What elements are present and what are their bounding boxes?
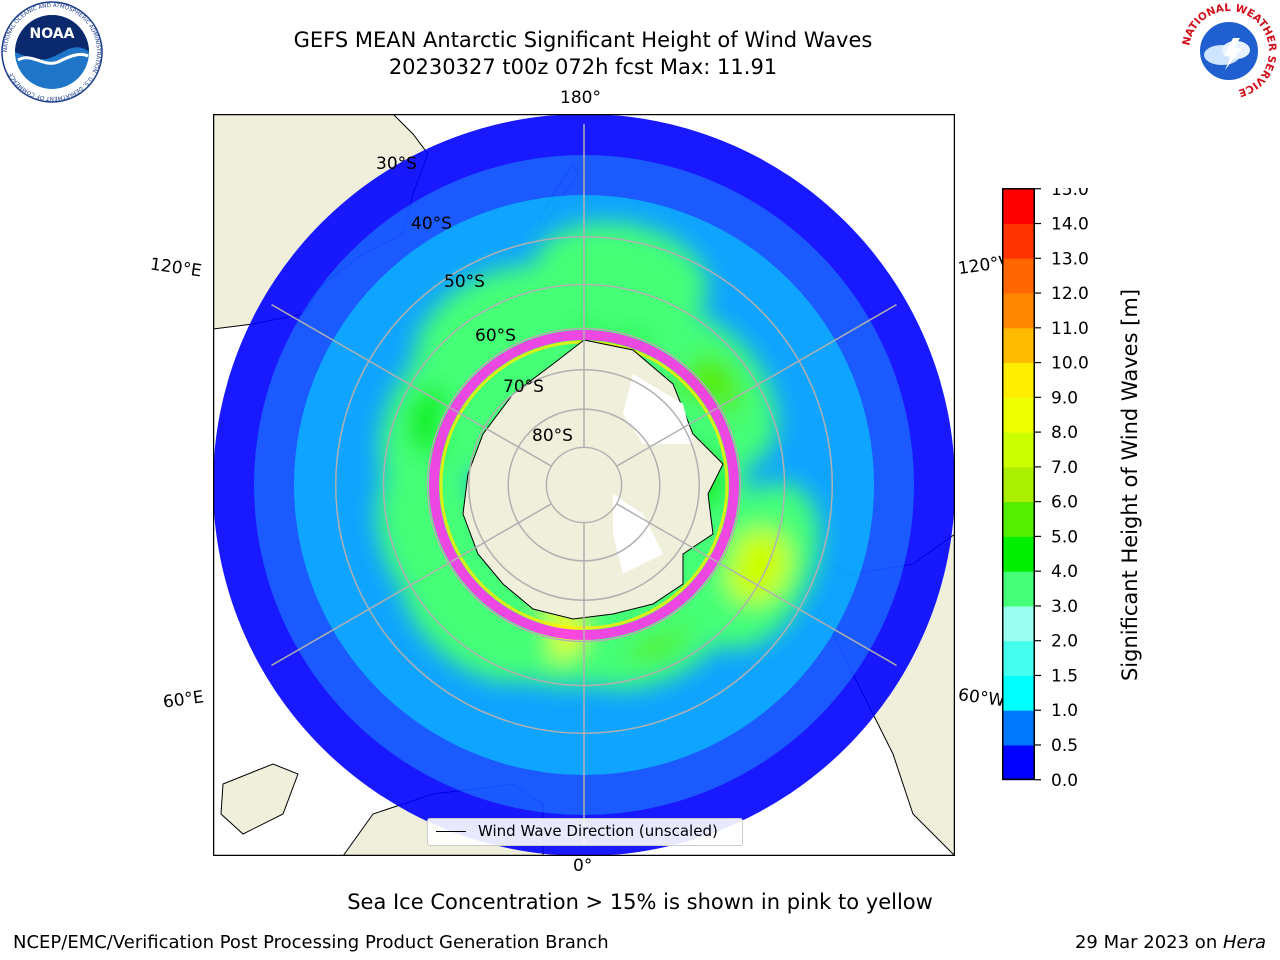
footer-producer: NCEP/EMC/Verification Post Processing Pr…	[13, 932, 609, 953]
colorbar-tick-label-6: 9.0	[1051, 388, 1078, 408]
meridian-240	[271, 303, 552, 467]
colorbar-segment-16	[1002, 188, 1034, 225]
colorbar-tick-label-12: 3.0	[1051, 597, 1078, 617]
graticule	[271, 124, 897, 846]
lon-label-60w: 60°W	[956, 684, 1005, 712]
colorbar-tick-label-9: 6.0	[1051, 493, 1078, 513]
colorbar-tick-label-11: 4.0	[1051, 562, 1078, 582]
meridian-60	[616, 503, 897, 667]
lat-label-60s: 60°S	[475, 326, 516, 346]
colorbar-segment-8	[1002, 466, 1034, 503]
meridian-300	[271, 503, 552, 667]
colorbar-tick-label-1: 14.0	[1051, 215, 1089, 235]
colorbar-segment-2	[1002, 675, 1034, 711]
colorbar-tick-label-15: 1.0	[1051, 701, 1078, 721]
wave-blob-15	[442, 576, 514, 647]
colorbar-segment-11	[1002, 362, 1034, 398]
footer-date: 29 Mar 2023 on Hera	[1075, 932, 1266, 953]
lat-label-70s: 70°S	[503, 377, 544, 397]
colorbar-segment-3	[1002, 640, 1034, 676]
colorbar-tick-label-17: 0.0	[1051, 771, 1078, 788]
colorbar-segment-10	[1002, 397, 1034, 433]
colorbar-label: Significant Height of Wind Waves [m]	[1118, 288, 1142, 682]
colorbar-segment-7	[1002, 501, 1034, 537]
colorbar-segment-15	[1002, 223, 1034, 259]
colorbar: 15.0 14.0 13.0 12.0 11.0 10.0 9.0 8.0 7.0 6.0 5.0 4…	[1002, 188, 1089, 788]
polar-map: 30°S 40°S 50°S 60°S 70°S 80°S	[213, 114, 955, 856]
colorbar-tick-label-5: 10.0	[1051, 354, 1089, 374]
colorbar-tick-label-8: 7.0	[1051, 458, 1078, 478]
lat-label-30s: 30°S	[376, 154, 417, 174]
colorbar-segment-0	[1002, 744, 1034, 781]
lat-label-40s: 40°S	[411, 214, 452, 234]
lon-label-180: 180°	[560, 88, 601, 108]
chart-title: GEFS MEAN Antarctic Significant Height o…	[293, 28, 873, 52]
colorbar-segment-4	[1002, 605, 1034, 642]
colorbar-tick-label-2: 13.0	[1051, 249, 1089, 269]
legend-label: Wind Wave Direction (unscaled)	[478, 822, 718, 840]
colorbar-segment-14	[1002, 258, 1034, 294]
colorbar-segment-1	[1002, 710, 1034, 746]
chart-subtitle-run: 20230327 t00z 072h fcst Max: 11.91	[388, 55, 778, 79]
colorbar-ticks: 15.0 14.0 13.0 12.0 11.0 10.0 9.0 8.0 7.0 6.0 5.0 4…	[1034, 188, 1089, 788]
colorbar-tick-label-13: 2.0	[1051, 632, 1078, 652]
colorbar-tick-label-3: 12.0	[1051, 284, 1089, 304]
colorbar-segment-5	[1002, 571, 1034, 607]
colorbar-tick-label-16: 0.5	[1051, 736, 1078, 756]
map-legend: Wind Wave Direction (unscaled)	[427, 818, 743, 846]
colorbar-tick-label-4: 11.0	[1051, 319, 1089, 339]
colorbar-segments	[1002, 188, 1034, 781]
footer-host: Hera	[1222, 932, 1266, 953]
lat-label-50s: 50°S	[444, 272, 485, 292]
colorbar-tick-label-10: 5.0	[1051, 527, 1078, 547]
footer-date-text: 29 Mar 2023 on	[1074, 932, 1223, 953]
colorbar-tick-label-0: 15.0	[1051, 188, 1089, 200]
colorbar-segment-12	[1002, 327, 1034, 364]
colorbar-segment-9	[1002, 432, 1034, 468]
lat-label-80s: 80°S	[532, 426, 573, 446]
colorbar-tick-label-7: 8.0	[1051, 423, 1078, 443]
noaa-logo-icon: NATIONAL OCEANIC AND ATMOSPHERIC ADMINIS…	[1, 1, 103, 103]
colorbar-tick-label-14: 1.5	[1051, 666, 1078, 686]
sea-ice-note: Sea Ice Concentration > 15% is shown in …	[347, 890, 933, 914]
colorbar-segment-13	[1002, 293, 1034, 329]
colorbar-segment-6	[1002, 536, 1034, 572]
noaa-logo-text: NOAA	[30, 26, 75, 42]
wave-blob-11	[582, 246, 659, 311]
lon-label-120w: 120°W	[956, 252, 1005, 280]
madagascar-land	[220, 763, 299, 835]
meridian-120	[616, 303, 897, 467]
lon-label-0: 0°	[573, 856, 593, 876]
legend-line-swatch	[436, 831, 466, 832]
lon-label-60e: 60°E	[161, 687, 206, 713]
lon-label-120e: 120°E	[148, 254, 203, 282]
nws-logo-icon: NATIONAL WEATHER SERVICE	[1180, 2, 1278, 100]
